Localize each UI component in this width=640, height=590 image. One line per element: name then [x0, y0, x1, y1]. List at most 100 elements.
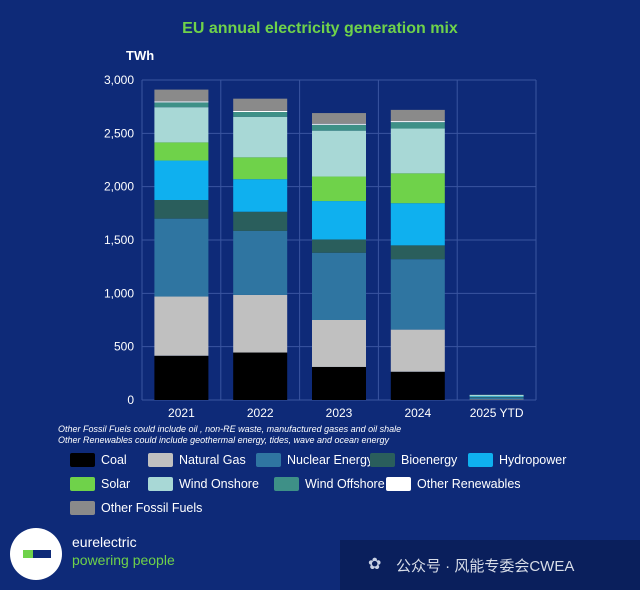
legend-item-other-renewables: Other Renewables [386, 476, 521, 492]
legend-swatch [70, 501, 95, 515]
y-tick-label: 500 [114, 340, 134, 354]
legend-label: Hydropower [499, 453, 567, 467]
bar-segment-nuclear-energy [233, 230, 288, 295]
bar-segment-bioenergy [312, 239, 366, 253]
bar-segment-coal [233, 352, 288, 400]
bar-segment-bioenergy [233, 211, 288, 231]
x-tick-label: 2022 [247, 406, 274, 420]
bar-segment-natural-gas [390, 329, 445, 372]
legend-item-wind-offshore: Wind Offshore [274, 476, 385, 492]
bar-segment-coal [312, 366, 366, 400]
legend-swatch [274, 477, 299, 491]
bar-segment-nuclear-energy [312, 252, 366, 320]
bar-segment-solar [233, 157, 288, 180]
chart-notes: Other Fossil Fuels could include oil , n… [58, 424, 401, 446]
legend-swatch [386, 477, 411, 491]
bar-segment-hydropower [154, 160, 209, 200]
bar-segment-bioenergy [154, 200, 209, 219]
bar-segment-other-renewables [233, 110, 288, 112]
bar-segment-other-fossil-fuels [233, 98, 288, 111]
bar-segment-hydropower [469, 396, 524, 398]
legend-label: Coal [101, 453, 127, 467]
bar-segment-solar [312, 176, 366, 202]
x-tick-label: 2024 [404, 406, 431, 420]
bar-segment-wind-onshore [312, 130, 366, 177]
legend-swatch [148, 477, 173, 491]
brand-tagline: powering people [72, 552, 175, 568]
bar-segment-other-renewables [312, 123, 366, 125]
legend-swatch [148, 453, 173, 467]
bar-segment-hydropower [390, 203, 445, 246]
bar-segment-other-renewables [390, 121, 445, 123]
y-tick-label: 1,500 [104, 233, 134, 247]
note-other-fossil: Other Fossil Fuels could include oil , n… [58, 424, 402, 434]
legend-label: Solar [101, 477, 131, 491]
bar-segment-nuclear-energy [469, 397, 524, 400]
eurelectric-logo-mark [10, 528, 62, 580]
x-tick-label: 2023 [326, 406, 353, 420]
bar-segment-wind-offshore [154, 102, 209, 108]
y-tick-label: 2,000 [104, 180, 134, 194]
legend-swatch [468, 453, 493, 467]
bar-segment-solar [154, 142, 209, 161]
bar-segment-other-fossil-fuels [154, 89, 209, 102]
bar-segment-natural-gas [469, 399, 524, 400]
brand-name: eurelectric [72, 534, 137, 550]
legend-label: Natural Gas [179, 453, 246, 467]
legend-swatch [256, 453, 281, 467]
bar-segment-bioenergy [469, 397, 524, 398]
y-tick-label: 3,000 [104, 73, 134, 87]
bar-segment-hydropower [312, 201, 366, 240]
bar-segment-natural-gas [154, 296, 209, 356]
bar-segment-coal [390, 371, 445, 400]
legend-label: Bioenergy [401, 453, 458, 467]
legend-label: Other Renewables [417, 477, 521, 491]
x-tick-label: 2021 [168, 406, 195, 420]
bar-segment-other-fossil-fuels [312, 113, 366, 124]
legend-item-hydropower: Hydropower [468, 452, 566, 468]
stacked-bar-chart: 0 500 1,000 1,500 2,000 2,500 3,000 2021 2022 20… [104, 73, 537, 420]
bar-segment-wind-onshore [154, 107, 209, 143]
y-tick-label: 1,000 [104, 286, 134, 300]
bar-segment-wind-offshore [390, 122, 445, 129]
bar-segment-solar [390, 173, 445, 204]
legend-label: Other Fossil Fuels [101, 501, 203, 515]
bar-segment-other-fossil-fuels [390, 109, 445, 122]
legend-item-solar: Solar [70, 476, 130, 492]
legend-item-bioenergy: Bioenergy [370, 452, 457, 468]
bar-segment-hydropower [233, 179, 288, 212]
legend-item-wind-onshore: Wind Onshore [148, 476, 259, 492]
bar-segment-wind-onshore [233, 116, 288, 158]
bar-segment-bioenergy [390, 245, 445, 260]
bar-segment-wind-offshore [233, 112, 288, 117]
legend-item-nuclear-energy: Nuclear Energy [256, 452, 373, 468]
bar-segment-wind-onshore [469, 394, 524, 397]
legend-swatch [370, 453, 395, 467]
bar-segment-coal [154, 355, 209, 400]
x-tick-label: 2025 YTD [470, 406, 524, 420]
watermark: ✿ 公众号 · 风能专委会CWEA [340, 540, 640, 590]
legend-label: Nuclear Energy [287, 453, 374, 467]
legend-label: Wind Offshore [305, 477, 385, 491]
legend-item-natural-gas: Natural Gas [148, 452, 246, 468]
y-tick-label: 0 [127, 393, 134, 407]
bar-segment-nuclear-energy [154, 218, 209, 297]
y-tick-label: 2,500 [104, 126, 134, 140]
legend-label: Wind Onshore [179, 477, 259, 491]
legend-item-coal: Coal [70, 452, 127, 468]
bar-segment-other-renewables [154, 101, 209, 103]
bar-segment-nuclear-energy [390, 259, 445, 330]
note-other-renewables: Other Renewables could include geotherma… [58, 435, 390, 445]
eurelectric-logo: eurelectric powering people [10, 528, 210, 580]
legend-swatch [70, 477, 95, 491]
chart-title: EU annual electricity generation mix [182, 20, 458, 37]
y-axis-unit: TWh [126, 48, 155, 63]
bar-segment-natural-gas [312, 320, 366, 367]
bar-segment-wind-offshore [312, 124, 366, 131]
watermark-text: 公众号 · 风能专委会CWEA [396, 558, 575, 575]
legend-swatch [70, 453, 95, 467]
legend-item-other-fossil-fuels: Other Fossil Fuels [70, 500, 202, 516]
bar-segment-wind-onshore [390, 128, 445, 174]
wechat-icon: ✿ [368, 556, 382, 573]
bar-segment-natural-gas [233, 294, 288, 353]
